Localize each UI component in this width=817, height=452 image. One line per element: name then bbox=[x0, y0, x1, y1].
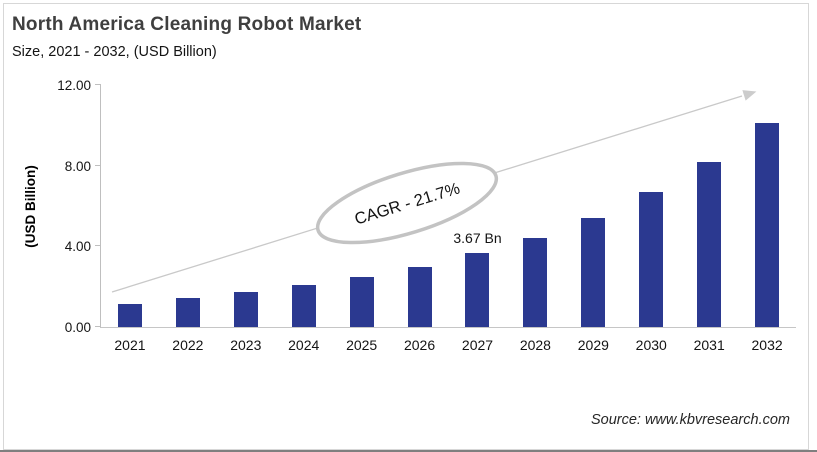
bar-column-2024: 2024 bbox=[275, 85, 333, 353]
y-tick-mark bbox=[95, 245, 101, 247]
y-tick-label-0.00: 0.00 bbox=[64, 320, 91, 335]
x-tick-label-2028: 2028 bbox=[519, 337, 551, 353]
bar-2026 bbox=[407, 266, 432, 327]
bar-column-2026: 2026 bbox=[391, 85, 449, 353]
bar-2025 bbox=[349, 276, 374, 327]
bar-2029 bbox=[581, 217, 606, 327]
y-tick-mark bbox=[95, 164, 101, 166]
bars-area: 2021 2022 2023 2024 2025 2026 3.67 Bn 2027 2028 2… bbox=[101, 85, 796, 353]
chart-subtitle: Size, 2021 - 2032, (USD Billion) bbox=[12, 44, 217, 60]
bar-column-2022: 2022 bbox=[159, 85, 217, 353]
chart-title: North America Cleaning Robot Market bbox=[12, 14, 362, 35]
x-tick-label-2027: 2027 bbox=[461, 337, 494, 353]
bar-2028 bbox=[523, 237, 548, 327]
bar-column-2031: 2031 bbox=[680, 85, 738, 353]
x-tick-label-2023: 2023 bbox=[230, 337, 262, 353]
y-tick-label-4.00: 4.00 bbox=[64, 239, 91, 255]
bar-2031 bbox=[697, 161, 722, 327]
bar-column-2032: 2032 bbox=[738, 85, 796, 353]
bar-2023 bbox=[233, 292, 258, 327]
y-axis-title: (USD Billion) bbox=[22, 164, 38, 248]
y-tick-label-8.00: 8.00 bbox=[64, 158, 91, 174]
y-tick-mark bbox=[95, 326, 101, 327]
x-tick-label-2031: 2031 bbox=[693, 337, 725, 353]
chart-border-frame bbox=[3, 3, 809, 450]
x-tick-label-2030: 2030 bbox=[635, 337, 667, 353]
x-tick-label-2025: 2025 bbox=[346, 337, 378, 353]
bar-2032 bbox=[755, 122, 780, 327]
x-tick-label-2026: 2026 bbox=[403, 337, 436, 353]
x-tick-label-2032: 2032 bbox=[751, 337, 783, 353]
bar-column-2030: 2030 bbox=[622, 85, 680, 353]
x-tick-label-2022: 2022 bbox=[172, 337, 204, 353]
bar-column-2023: 2023 bbox=[217, 85, 275, 353]
x-tick-label-2024: 2024 bbox=[288, 337, 320, 353]
plot-area: 0.00 4.00 8.00 12.00 2021 2022 2023 2024 2025 20… bbox=[57, 78, 796, 353]
x-tick-label-2021: 2021 bbox=[114, 337, 146, 353]
bar-2024 bbox=[291, 285, 316, 327]
bar-column-2029: 2029 bbox=[564, 85, 622, 353]
y-tick-label-12.00: 12.00 bbox=[57, 78, 91, 93]
bar-column-2025: 2025 bbox=[333, 85, 391, 353]
bar-2030 bbox=[639, 192, 664, 327]
y-tick-mark bbox=[95, 84, 101, 85]
bar-2022 bbox=[175, 297, 200, 327]
bar-column-2028: 2028 bbox=[506, 85, 564, 353]
x-tick-label-2029: 2029 bbox=[577, 337, 609, 353]
bottom-divider bbox=[0, 450, 817, 452]
source-credit: Source: www.kbvresearch.com bbox=[590, 412, 790, 428]
bar-column-2027: 3.67 Bn 2027 bbox=[449, 85, 507, 353]
bar-2027 bbox=[465, 253, 490, 327]
data-label-2027: 3.67 Bn bbox=[453, 230, 502, 246]
bar-column-2021: 2021 bbox=[101, 85, 159, 353]
bar-2021 bbox=[117, 304, 142, 327]
